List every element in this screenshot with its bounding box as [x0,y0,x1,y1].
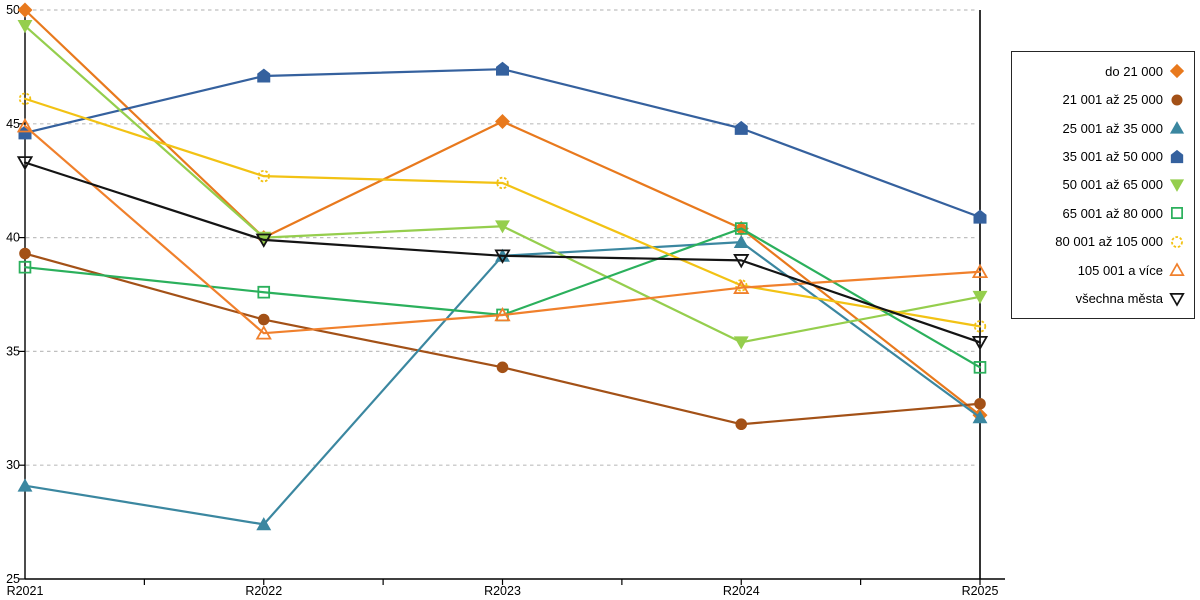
triangle-down-legend-marker-icon [1169,179,1185,192]
x-tick-label: R2024 [723,584,760,598]
triangle-down-legend-marker-icon [1169,292,1185,307]
circle-legend-marker-icon [1171,235,1183,248]
marker-4-2 [495,220,510,234]
marker-8-0 [16,156,34,171]
circle-legend-marker-icon [1171,94,1183,106]
marker-0-0 [17,2,33,18]
x-tick-label: R2025 [962,584,999,598]
legend-item-label: 65 001 až 80 000 [1062,205,1163,221]
series-line-3 [23,68,982,219]
marker-6-2 [496,176,509,190]
marker-6-1 [257,169,270,183]
marker-1-0 [19,247,31,260]
x-tick-label: R2023 [484,584,521,598]
legend-item-label: všechna města [1075,291,1163,307]
marker-2-3 [733,234,749,249]
y-tick-label: 50 [6,3,20,17]
marker-5-4 [973,361,987,374]
marker-3-4 [973,209,987,224]
marker-7-0 [16,118,34,133]
marker-1-2 [496,361,509,374]
y-tick-label: 35 [6,344,20,358]
marker-4-3 [733,336,749,350]
legend-item: všechna města [1012,291,1194,307]
marker-5-0 [18,260,32,274]
legend-item: 65 001 až 80 000 [1012,205,1194,221]
marker-1-3 [735,418,748,431]
marker-1-1 [257,313,270,326]
legend-item: 21 001 až 25 000 [1012,92,1194,108]
x-tick-label: R2022 [245,584,282,598]
y-tick-label: 45 [6,117,20,131]
marker-5-1 [257,285,271,299]
marker-5-3 [734,222,748,235]
legend: do 21 000 21 001 až 25 000 25 001 až 35 00… [1011,51,1195,319]
marker-6-0 [18,92,32,105]
legend-item-label: 105 001 a více [1077,262,1163,278]
series-line-7 [23,124,982,335]
marker-7-1 [255,325,272,340]
marker-7-2 [494,306,511,322]
legend-item-label: 25 001 až 35 000 [1062,120,1163,136]
legend-item: 35 001 až 50 000 [1012,149,1194,165]
legend-item-label: 21 001 až 25 000 [1062,92,1163,108]
y-tick-label: 25 [6,572,20,586]
marker-2-1 [256,517,272,531]
marker-7-4 [971,263,989,279]
x-tick-label: R2021 [7,584,44,598]
marker-4-0 [17,20,33,34]
marker-0-2 [494,114,511,130]
square-legend-marker-icon [1171,207,1183,220]
y-tick-label: 30 [6,458,20,472]
series-line-1 [23,252,982,426]
legend-item: 50 001 až 65 000 [1012,177,1194,193]
legend-item: 25 001 až 35 000 [1012,120,1194,136]
legend-item-label: 80 001 až 105 000 [1055,234,1163,250]
marker-8-2 [494,249,511,264]
marker-7-3 [733,279,750,294]
marker-2-0 [17,478,33,492]
legend-item-label: 50 001 až 65 000 [1062,177,1163,193]
marker-4-4 [972,290,988,304]
legend-item: 80 001 až 105 000 [1012,234,1194,250]
marker-2-4 [972,410,988,424]
legend-item-label: do 21 000 [1105,63,1163,79]
y-tick-label: 40 [6,231,20,245]
triangle-up-legend-marker-icon [1169,121,1185,134]
marker-3-2 [496,61,509,76]
diamond-legend-marker-icon [1169,64,1185,79]
marker-8-4 [971,335,989,351]
legend-item: 105 001 a více [1012,262,1194,278]
legend-item: do 21 000 [1012,63,1194,79]
triangle-up-legend-marker-icon [1169,262,1185,277]
marker-8-1 [255,233,272,248]
marker-8-3 [733,254,750,269]
marker-1-4 [974,397,986,410]
marker-3-1 [257,68,271,83]
marker-3-3 [734,120,748,135]
series-line-8 [23,161,982,344]
series-line-6 [23,97,982,328]
legend-item-label: 35 001 až 50 000 [1062,149,1163,165]
marker-6-4 [973,320,987,333]
pentagon-legend-marker-icon [1170,149,1184,163]
